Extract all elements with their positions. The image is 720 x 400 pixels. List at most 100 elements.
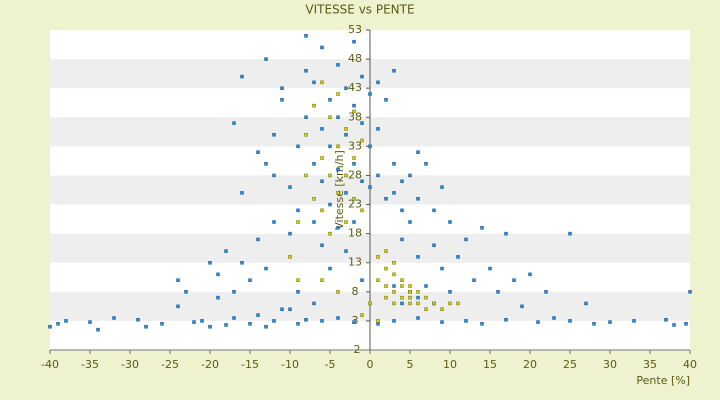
point — [384, 98, 388, 102]
point — [328, 173, 332, 178]
point — [296, 208, 300, 213]
point — [504, 317, 508, 322]
point — [56, 322, 60, 326]
y-tick-label: 23 — [348, 198, 362, 211]
point — [408, 295, 412, 300]
x-tick-label: -20 — [201, 358, 219, 371]
point — [416, 255, 420, 259]
point — [392, 68, 396, 73]
y-tick-label: 13 — [348, 256, 362, 269]
point — [384, 196, 388, 201]
point — [400, 278, 404, 282]
point — [144, 324, 148, 329]
point — [392, 162, 396, 166]
x-tick-label: -15 — [241, 358, 259, 371]
point — [296, 290, 300, 294]
point — [336, 191, 340, 195]
point — [440, 266, 444, 271]
point — [256, 313, 260, 317]
point — [176, 304, 180, 309]
point — [448, 290, 452, 294]
point — [376, 127, 380, 131]
point — [392, 260, 396, 265]
point — [344, 249, 348, 253]
x-tick-label: 40 — [683, 358, 697, 371]
point — [464, 237, 468, 242]
point — [224, 249, 228, 253]
y-tick-label: 28 — [348, 168, 362, 181]
point — [488, 266, 492, 271]
point — [264, 57, 268, 61]
point — [440, 307, 444, 312]
x-tick-label: 15 — [483, 358, 497, 371]
point — [376, 319, 380, 323]
point — [288, 307, 292, 312]
point — [336, 92, 340, 96]
point — [320, 243, 324, 248]
point — [352, 103, 356, 108]
point — [448, 220, 452, 224]
point — [320, 179, 324, 184]
point — [416, 290, 420, 294]
point — [312, 301, 316, 306]
point — [480, 226, 484, 230]
point — [392, 301, 396, 306]
point — [200, 319, 204, 323]
point — [376, 278, 380, 282]
point — [608, 320, 612, 324]
y-tick-label: 38 — [348, 110, 362, 123]
point — [416, 301, 420, 306]
x-tick-label: -5 — [325, 358, 336, 371]
point — [264, 162, 268, 166]
point — [296, 322, 300, 326]
point — [584, 301, 588, 306]
y-tick-label: 18 — [348, 227, 362, 240]
y-tick-label: 33 — [348, 139, 362, 152]
point — [264, 266, 268, 271]
point — [376, 173, 380, 178]
point — [184, 290, 188, 294]
point — [248, 322, 252, 326]
x-tick-label: 10 — [443, 358, 457, 371]
point — [256, 237, 260, 242]
point — [208, 260, 212, 265]
point — [240, 191, 244, 195]
point — [312, 103, 316, 108]
point — [416, 196, 420, 201]
point — [320, 127, 324, 131]
point — [336, 167, 340, 172]
point — [248, 278, 252, 282]
point — [424, 307, 428, 312]
point — [368, 92, 372, 96]
point — [424, 162, 428, 166]
point — [312, 80, 316, 85]
point — [288, 231, 292, 236]
point — [528, 272, 532, 277]
point — [448, 301, 452, 306]
x-axis-label: Pente [%] — [636, 374, 690, 387]
point — [360, 278, 364, 282]
point — [424, 295, 428, 300]
point — [336, 290, 340, 294]
point — [328, 231, 332, 236]
point — [392, 272, 396, 277]
chart-title: VITESSE vs PENTE — [305, 3, 414, 17]
point — [344, 127, 348, 131]
x-tick-label: -35 — [81, 358, 99, 371]
point — [304, 34, 308, 38]
point — [344, 191, 348, 195]
point — [400, 237, 404, 242]
point — [264, 324, 268, 329]
point — [232, 316, 236, 320]
point — [632, 319, 636, 323]
point — [536, 320, 540, 324]
point — [400, 208, 404, 213]
point — [360, 179, 364, 184]
point — [368, 144, 372, 149]
point — [664, 317, 668, 322]
point — [376, 322, 380, 326]
y-tick-label: 43 — [348, 81, 362, 94]
point — [384, 266, 388, 271]
point — [336, 115, 340, 120]
